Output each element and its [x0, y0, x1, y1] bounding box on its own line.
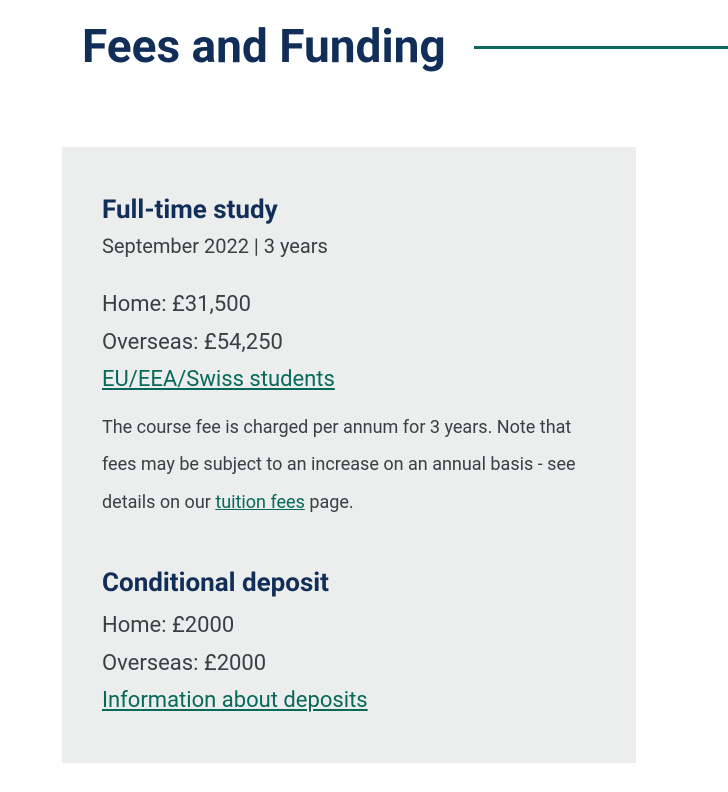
deposit-heading: Conditional deposit — [102, 568, 596, 599]
eu-eea-swiss-link[interactable]: EU/EEA/Swiss students — [102, 367, 335, 392]
fees-card: Full-time study September 2022 | 3 years… — [62, 147, 636, 763]
fulltime-overseas-fee: Overseas: £54,250 — [102, 324, 596, 361]
fulltime-note: The course fee is charged per annum for … — [102, 409, 596, 522]
deposit-overseas-fee: Overseas: £2000 — [102, 645, 596, 682]
deposit-info-link-line: Information about deposits — [102, 682, 596, 719]
fulltime-home-fee: Home: £31,500 — [102, 286, 596, 323]
fulltime-heading: Full-time study — [102, 195, 596, 226]
fulltime-section: Full-time study September 2022 | 3 years… — [102, 195, 596, 522]
deposit-info-link[interactable]: Information about deposits — [102, 688, 368, 713]
page-title-row: Fees and Funding — [0, 0, 728, 75]
tuition-fees-link[interactable]: tuition fees — [215, 492, 305, 513]
title-rule — [474, 46, 728, 49]
page-title: Fees and Funding — [82, 20, 446, 75]
note-post: page. — [305, 492, 354, 513]
eu-link-line: EU/EEA/Swiss students — [102, 361, 596, 398]
deposit-home-fee: Home: £2000 — [102, 607, 596, 644]
fulltime-subhead: September 2022 | 3 years — [102, 234, 596, 258]
deposit-section: Conditional deposit Home: £2000 Overseas… — [102, 568, 596, 719]
